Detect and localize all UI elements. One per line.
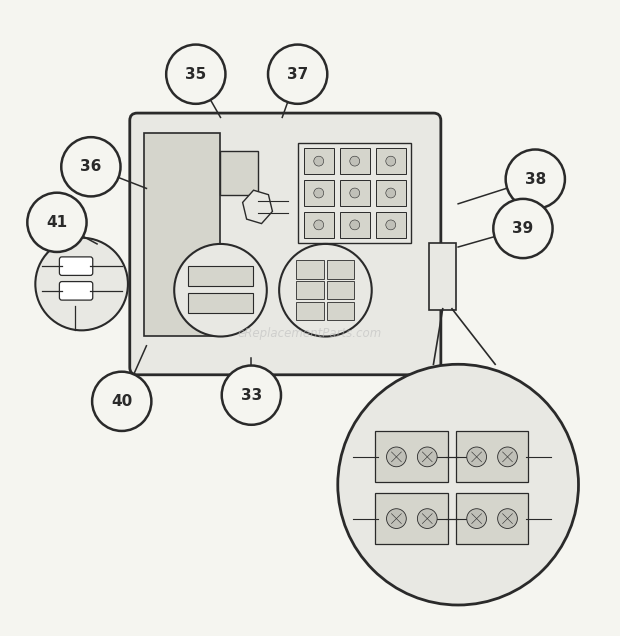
Circle shape — [467, 447, 487, 467]
Circle shape — [314, 156, 324, 166]
Circle shape — [314, 188, 324, 198]
Circle shape — [350, 220, 360, 230]
Circle shape — [494, 199, 552, 258]
FancyBboxPatch shape — [296, 260, 324, 279]
Circle shape — [61, 137, 120, 197]
Circle shape — [417, 509, 437, 529]
Circle shape — [222, 366, 281, 425]
Text: 35: 35 — [185, 67, 206, 81]
FancyBboxPatch shape — [340, 148, 370, 174]
Circle shape — [498, 447, 517, 467]
Circle shape — [386, 509, 406, 529]
FancyBboxPatch shape — [304, 212, 334, 238]
Text: 37: 37 — [287, 67, 308, 81]
FancyBboxPatch shape — [220, 151, 258, 195]
Circle shape — [166, 45, 226, 104]
Text: 39: 39 — [512, 221, 534, 236]
FancyBboxPatch shape — [60, 282, 93, 300]
Circle shape — [498, 509, 517, 529]
Circle shape — [386, 447, 406, 467]
FancyBboxPatch shape — [327, 281, 355, 300]
FancyBboxPatch shape — [304, 179, 334, 206]
Circle shape — [350, 188, 360, 198]
Circle shape — [27, 193, 87, 252]
Circle shape — [174, 244, 267, 336]
Circle shape — [467, 509, 487, 529]
Circle shape — [268, 45, 327, 104]
Circle shape — [386, 220, 396, 230]
Text: 41: 41 — [46, 215, 68, 230]
Circle shape — [506, 149, 565, 209]
Text: 33: 33 — [241, 388, 262, 403]
Text: 40: 40 — [111, 394, 133, 409]
FancyBboxPatch shape — [456, 431, 528, 483]
FancyBboxPatch shape — [376, 148, 405, 174]
Circle shape — [386, 156, 396, 166]
FancyBboxPatch shape — [376, 179, 405, 206]
FancyBboxPatch shape — [340, 212, 370, 238]
Circle shape — [35, 238, 128, 330]
FancyBboxPatch shape — [327, 301, 355, 320]
FancyBboxPatch shape — [304, 148, 334, 174]
Circle shape — [386, 188, 396, 198]
FancyBboxPatch shape — [130, 113, 441, 375]
FancyBboxPatch shape — [60, 257, 93, 275]
FancyBboxPatch shape — [296, 281, 324, 300]
Circle shape — [417, 447, 437, 467]
Circle shape — [92, 371, 151, 431]
FancyBboxPatch shape — [376, 431, 448, 483]
Circle shape — [350, 156, 360, 166]
FancyBboxPatch shape — [296, 301, 324, 320]
FancyBboxPatch shape — [456, 493, 528, 544]
Circle shape — [279, 244, 372, 336]
Text: 36: 36 — [80, 159, 102, 174]
Polygon shape — [242, 190, 272, 224]
FancyBboxPatch shape — [144, 134, 220, 336]
Text: 38: 38 — [525, 172, 546, 186]
FancyBboxPatch shape — [376, 212, 405, 238]
Circle shape — [314, 220, 324, 230]
FancyBboxPatch shape — [188, 293, 252, 313]
FancyBboxPatch shape — [298, 142, 411, 244]
FancyBboxPatch shape — [429, 243, 456, 310]
Circle shape — [338, 364, 578, 605]
FancyBboxPatch shape — [376, 493, 448, 544]
FancyBboxPatch shape — [188, 266, 252, 286]
Text: eReplacementParts.com: eReplacementParts.com — [238, 327, 382, 340]
FancyBboxPatch shape — [327, 260, 355, 279]
FancyBboxPatch shape — [340, 179, 370, 206]
